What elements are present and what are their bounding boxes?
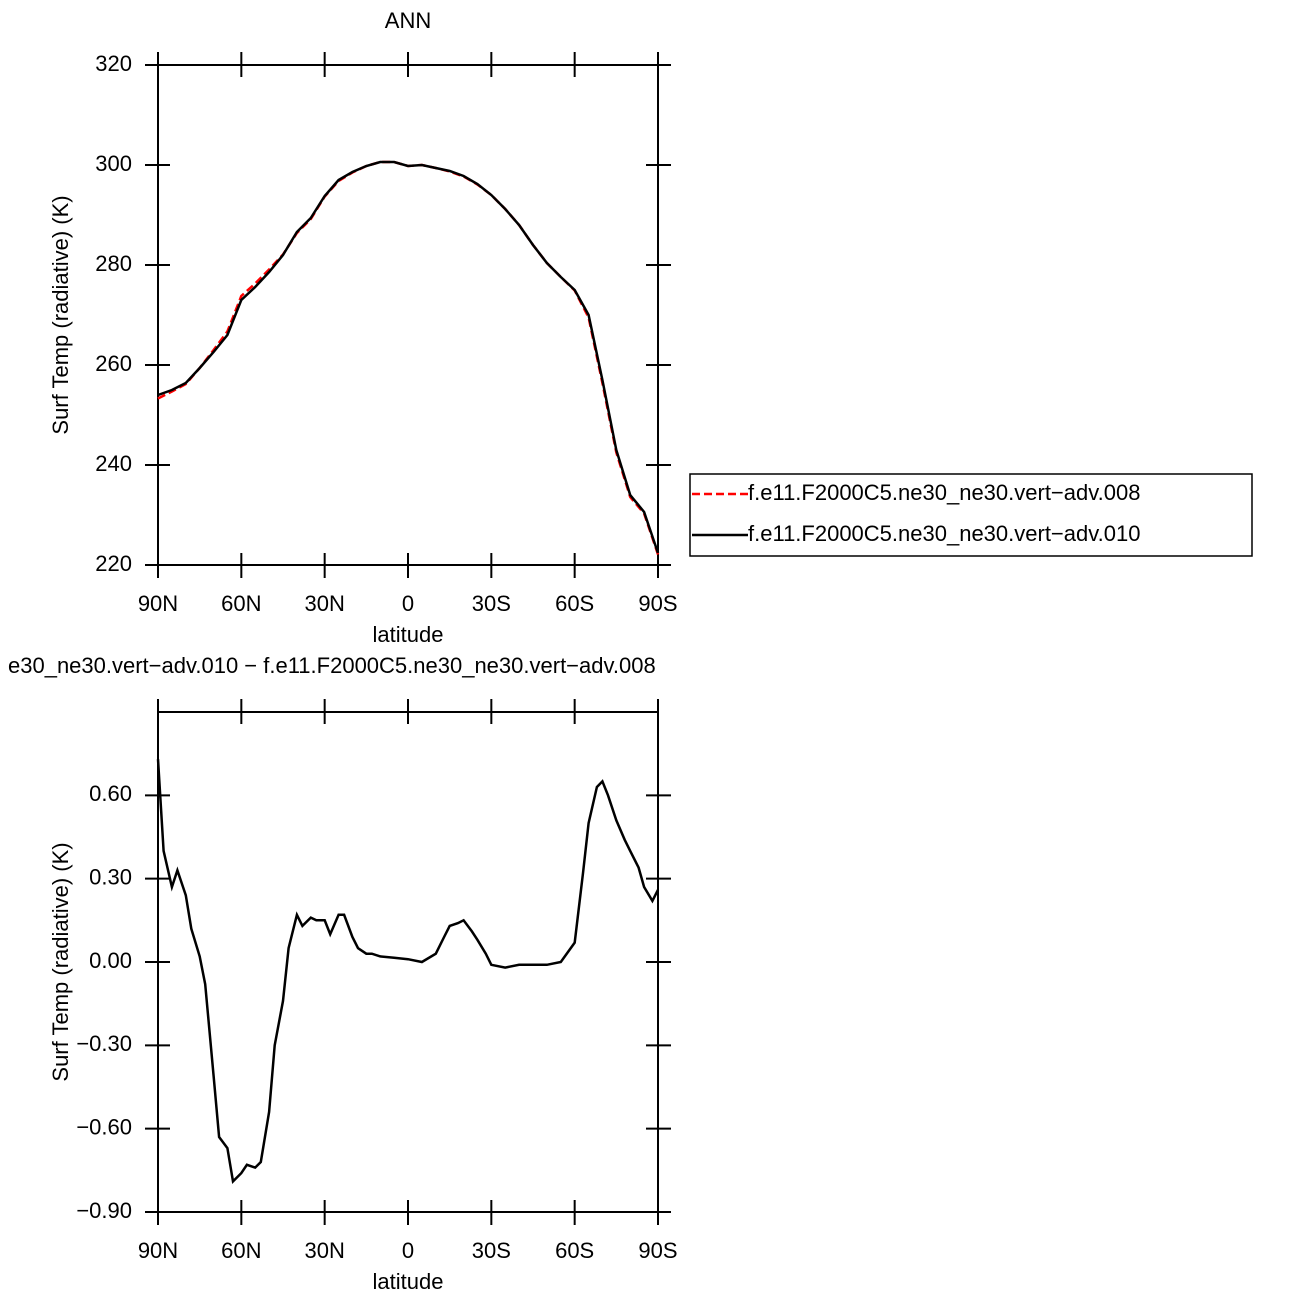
y-tick-label: 300 [95,151,132,176]
y-axis-label: Surf Temp (radiative) (K) [48,195,73,434]
x-tick-label: 90S [638,1238,677,1263]
x-tick-label: 90N [138,591,178,616]
legend-box [689,473,1253,557]
x-tick-label: 60N [221,591,261,616]
y-tick-label: −0.90 [76,1198,132,1223]
y-tick-label: −0.60 [76,1114,132,1139]
x-tick-label: 30S [472,591,511,616]
x-tick-label: 30S [472,1238,511,1263]
chart-title: e30_ne30.vert−adv.010 − f.e11.F2000C5.ne… [8,653,656,678]
y-tick-label: 240 [95,451,132,476]
x-tick-label: 90N [138,1238,178,1263]
plot-frame [157,711,659,1213]
x-tick-label: 30N [304,1238,344,1263]
series-line [157,160,660,554]
x-tick-label: 30N [304,591,344,616]
x-axis-label: latitude [373,1269,444,1294]
y-tick-label: 260 [95,351,132,376]
x-tick-label: 0 [402,591,414,616]
y-tick-label: 0.30 [89,864,132,889]
x-tick-label: 60S [555,591,594,616]
x-tick-label: 60N [221,1238,261,1263]
legend-label: f.e11.F2000C5.ne30_ne30.vert−adv.008 [748,480,1140,505]
series-line [156,759,660,1184]
y-tick-label: 320 [95,51,132,76]
plot-frame [157,64,659,566]
x-tick-label: 60S [555,1238,594,1263]
y-tick-label: 220 [95,551,132,576]
y-axis-label: Surf Temp (radiative) (K) [48,842,73,1081]
series-line [157,160,660,555]
x-axis-label: latitude [373,622,444,647]
chart-title: ANN [385,8,431,33]
y-tick-label: 280 [95,251,132,276]
legend-label: f.e11.F2000C5.ne30_ne30.vert−adv.010 [748,521,1140,546]
x-tick-label: 0 [402,1238,414,1263]
y-tick-label: 0.00 [89,948,132,973]
y-tick-label: 0.60 [89,781,132,806]
y-tick-label: −0.30 [76,1031,132,1056]
x-tick-label: 90S [638,591,677,616]
